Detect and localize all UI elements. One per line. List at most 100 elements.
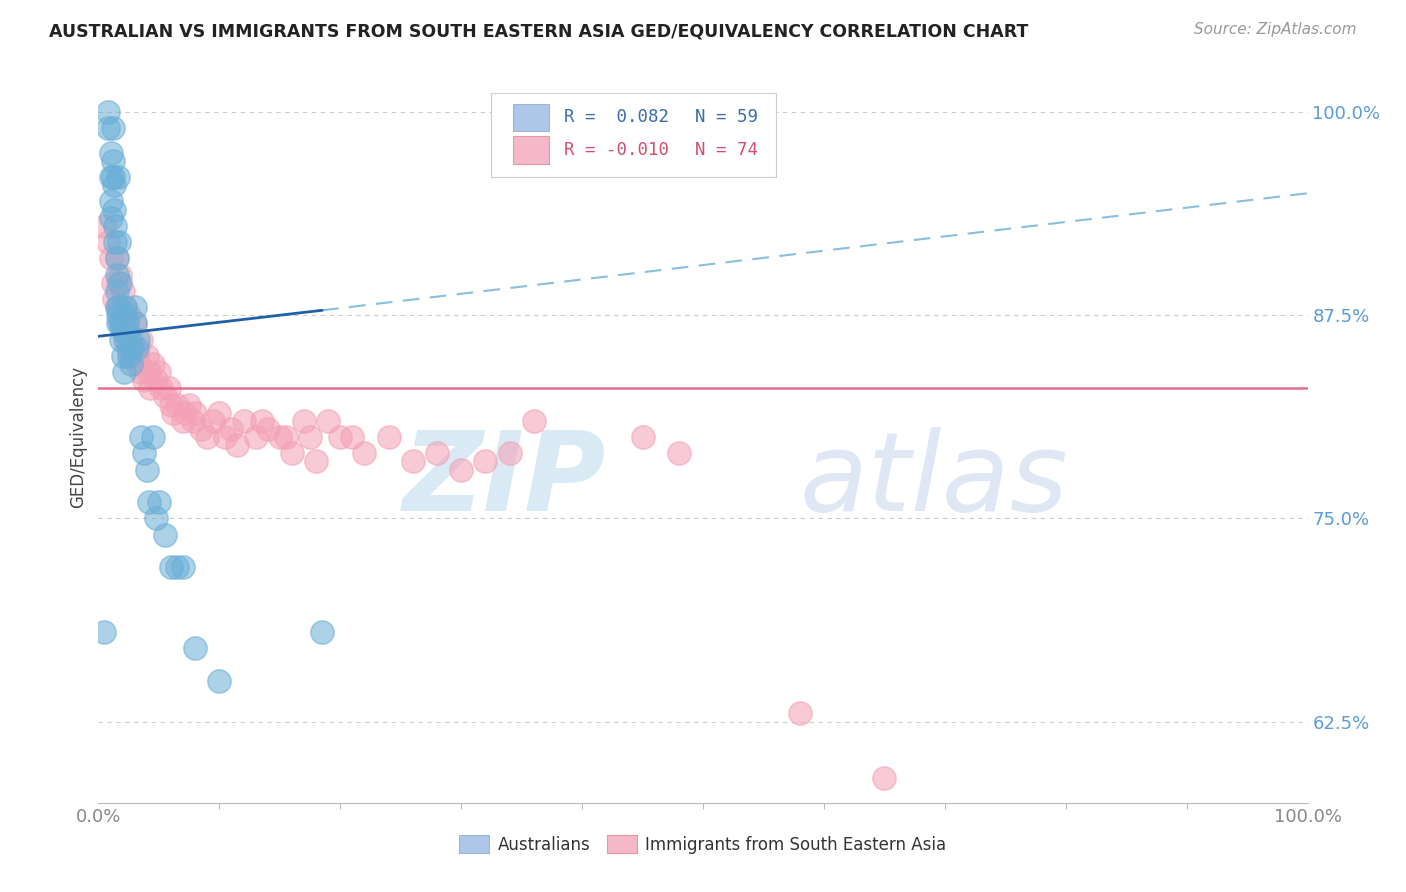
Point xyxy=(107,276,129,290)
Point xyxy=(142,430,165,444)
Legend: Australians, Immigrants from South Eastern Asia: Australians, Immigrants from South Easte… xyxy=(453,829,953,860)
Point xyxy=(195,430,218,444)
Point xyxy=(256,422,278,436)
Point xyxy=(101,276,124,290)
Point xyxy=(104,219,127,233)
Point xyxy=(311,625,333,640)
Point xyxy=(108,300,131,314)
Point xyxy=(111,349,134,363)
Point xyxy=(172,560,194,574)
Point xyxy=(103,178,125,193)
Point xyxy=(118,341,141,355)
Point xyxy=(101,153,124,168)
Point xyxy=(160,398,183,412)
Point xyxy=(135,349,157,363)
Point xyxy=(114,333,136,347)
Point xyxy=(631,430,654,444)
Point xyxy=(281,446,304,460)
Point xyxy=(172,414,194,428)
Y-axis label: GED/Equivalency: GED/Equivalency xyxy=(69,366,87,508)
Point xyxy=(184,406,207,420)
Point xyxy=(316,414,339,428)
Point xyxy=(135,462,157,476)
Point xyxy=(111,316,134,330)
Point xyxy=(114,308,136,322)
Point xyxy=(112,365,135,379)
FancyBboxPatch shape xyxy=(492,94,776,178)
Point xyxy=(342,430,364,444)
Point xyxy=(134,446,156,460)
Point xyxy=(105,284,128,298)
Point xyxy=(145,373,167,387)
Point xyxy=(250,414,273,428)
Point xyxy=(150,381,173,395)
Point xyxy=(127,333,149,347)
Point xyxy=(162,406,184,420)
Point xyxy=(292,414,315,428)
Point xyxy=(100,211,122,225)
Point xyxy=(117,316,139,330)
Point xyxy=(114,300,136,314)
Point xyxy=(100,169,122,184)
Point xyxy=(108,316,131,330)
Point xyxy=(103,202,125,217)
Point xyxy=(232,414,254,428)
Point xyxy=(124,316,146,330)
Point xyxy=(129,333,152,347)
Point xyxy=(121,341,143,355)
Point xyxy=(157,381,180,395)
Point xyxy=(221,422,243,436)
Point xyxy=(274,430,297,444)
Point xyxy=(97,121,120,136)
Point xyxy=(145,511,167,525)
Text: R =  0.082: R = 0.082 xyxy=(564,109,669,127)
Point xyxy=(190,422,212,436)
Text: Source: ZipAtlas.com: Source: ZipAtlas.com xyxy=(1194,22,1357,37)
Point xyxy=(105,252,128,266)
Point xyxy=(97,235,120,249)
Point xyxy=(153,527,176,541)
Point xyxy=(181,414,204,428)
Point xyxy=(97,105,120,120)
Bar xyxy=(513,136,550,164)
Point xyxy=(100,145,122,160)
Point xyxy=(160,560,183,574)
Point xyxy=(124,316,146,330)
Point xyxy=(114,300,136,314)
Point xyxy=(245,430,267,444)
Point xyxy=(124,341,146,355)
Point xyxy=(101,169,124,184)
Point xyxy=(100,252,122,266)
Point xyxy=(148,495,170,509)
Point xyxy=(166,560,188,574)
Point xyxy=(138,495,160,509)
Point xyxy=(127,349,149,363)
Point xyxy=(498,446,520,460)
Point xyxy=(305,454,328,468)
Point xyxy=(115,333,138,347)
Point xyxy=(101,121,124,136)
Point xyxy=(174,406,197,420)
Point xyxy=(105,300,128,314)
Point xyxy=(107,169,129,184)
Text: atlas: atlas xyxy=(800,427,1069,534)
Point xyxy=(100,194,122,209)
Point xyxy=(426,446,449,460)
Point xyxy=(208,673,231,688)
Point xyxy=(523,414,546,428)
Point xyxy=(103,292,125,306)
Point xyxy=(873,772,896,786)
Point xyxy=(184,641,207,656)
Point xyxy=(153,389,176,403)
Point xyxy=(353,446,375,460)
Point xyxy=(139,381,162,395)
Point xyxy=(129,365,152,379)
Point xyxy=(474,454,496,468)
Point xyxy=(179,398,201,412)
Point xyxy=(118,349,141,363)
Point xyxy=(111,325,134,339)
Point xyxy=(226,438,249,452)
Point xyxy=(166,398,188,412)
Point xyxy=(108,276,131,290)
Point xyxy=(111,284,134,298)
